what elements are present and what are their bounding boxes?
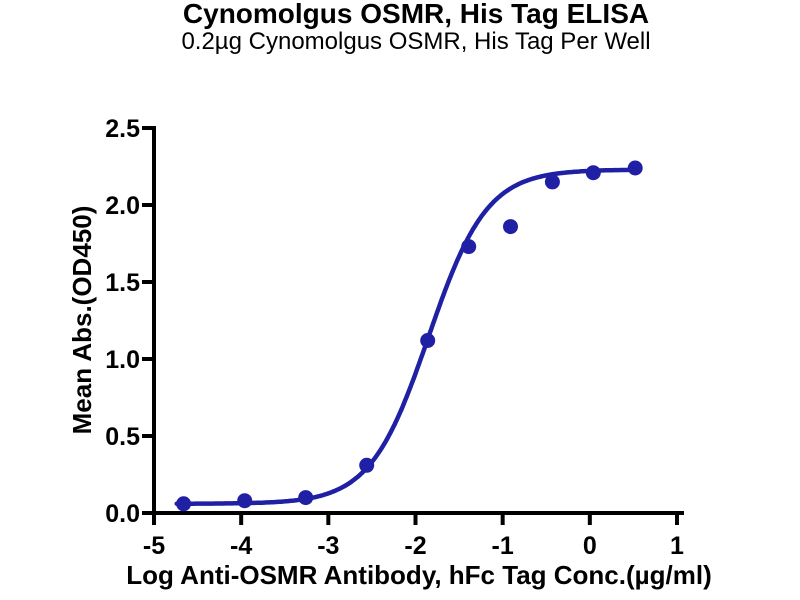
x-tick-label: 0 xyxy=(583,532,597,560)
data-point xyxy=(359,457,375,473)
data-point xyxy=(461,239,477,255)
x-tick-label: 1 xyxy=(670,532,684,560)
chart-title: Cynomolgus OSMR, His Tag ELISA xyxy=(182,0,650,29)
x-tick-label: -4 xyxy=(230,532,252,560)
x-tick-label: -2 xyxy=(404,532,426,560)
x-tick-label: -3 xyxy=(317,532,339,560)
data-point xyxy=(544,174,560,190)
fit-curve xyxy=(174,167,636,506)
x-tick-label: -1 xyxy=(492,532,514,560)
x-axis-title: Log Anti-OSMR Antibody, hFc Tag Conc.(µg… xyxy=(126,560,712,590)
data-point xyxy=(298,490,314,506)
y-tick-label: 0.0 xyxy=(105,500,140,528)
chart-subtitle: 0.2µg Cynomolgus OSMR, His Tag Per Well xyxy=(181,28,651,55)
y-tick-label: 1.5 xyxy=(105,269,140,297)
data-point xyxy=(237,493,253,509)
data-point xyxy=(503,219,518,235)
x-tick-label: -5 xyxy=(143,532,165,560)
data-point xyxy=(585,165,601,181)
y-tick-label: 0.5 xyxy=(105,423,140,451)
y-tick-label: 2.5 xyxy=(105,115,140,143)
y-axis-title: Mean Abs.(OD450) xyxy=(67,205,97,435)
data-point xyxy=(420,333,436,348)
data-point xyxy=(627,160,643,176)
y-tick-label: 1.0 xyxy=(105,346,140,374)
y-tick-label: 2.0 xyxy=(105,192,140,220)
data-point xyxy=(176,496,192,512)
